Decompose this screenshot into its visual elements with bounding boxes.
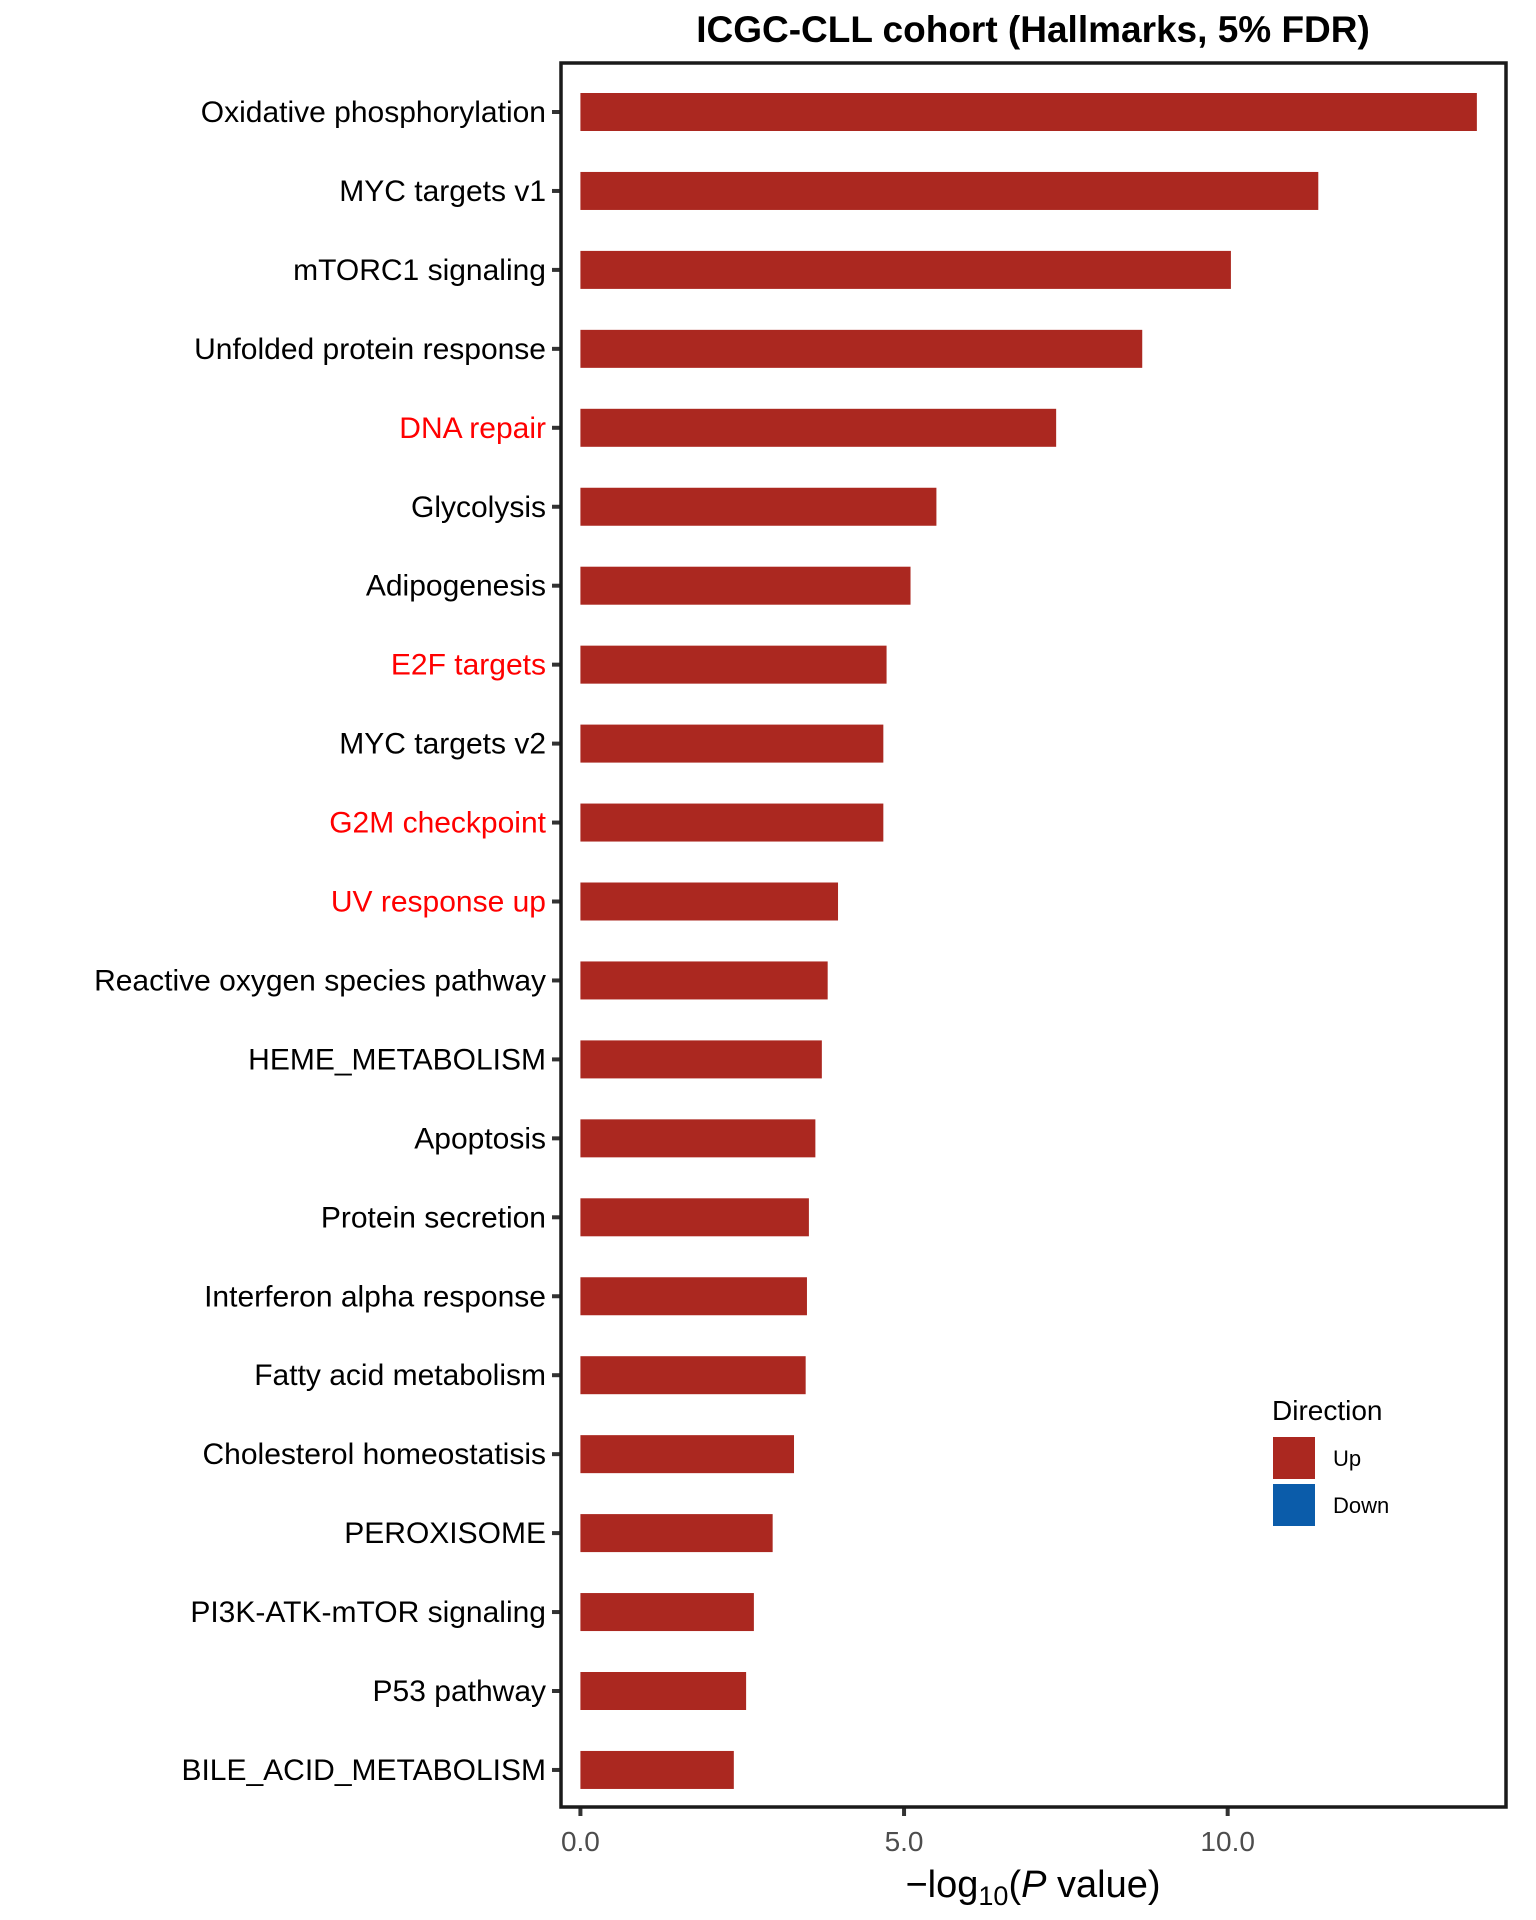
bar-pi3k-atk-mtor-signaling xyxy=(580,1593,754,1632)
category-label: Fatty acid metabolism xyxy=(254,1359,546,1392)
x-tick-label: 5.0 xyxy=(885,1826,924,1857)
bar-myc-targets-v2 xyxy=(580,724,884,763)
category-label: UV response up xyxy=(331,886,546,919)
category-label: mTORC1 signaling xyxy=(293,254,546,287)
x-tick-label: 10.0 xyxy=(1200,1826,1255,1857)
bar-myc-targets-v1 xyxy=(580,171,1319,210)
bar-interferon-alpha-response xyxy=(580,1277,807,1316)
bar-cholesterol-homeostatisis xyxy=(580,1435,795,1474)
x-axis-title-italic: P xyxy=(1021,1864,1047,1906)
x-axis-title-open: ( xyxy=(1008,1864,1021,1906)
category-label: MYC targets v2 xyxy=(339,728,546,761)
x-axis-title-rest: value) xyxy=(1046,1864,1160,1906)
x-axis-title-subscript: 10 xyxy=(978,1881,1008,1911)
category-label: Apoptosis xyxy=(414,1122,546,1155)
category-label: MYC targets v1 xyxy=(339,175,546,208)
x-axis: 0.0 5.0 10.0 xyxy=(561,1807,1255,1857)
x-axis-title: −log10(P value) xyxy=(905,1864,1160,1911)
x-axis-title-prefix: − xyxy=(905,1864,927,1906)
category-label: P53 pathway xyxy=(373,1675,546,1708)
bar-oxidative-phosphorylation xyxy=(580,93,1477,131)
category-label: DNA repair xyxy=(399,412,546,445)
legend-label-up: Up xyxy=(1333,1446,1361,1471)
bar-adipogenesis xyxy=(580,566,911,605)
category-label: E2F targets xyxy=(391,649,546,682)
bar-bile-acid-metabolism xyxy=(580,1750,734,1789)
category-labels: Oxidative phosphorylation MYC targets v1 m… xyxy=(94,96,561,1787)
category-label: Protein secretion xyxy=(321,1201,546,1234)
bars-layer xyxy=(580,93,1477,1789)
category-label: Interferon alpha response xyxy=(204,1280,546,1313)
bar-uv-response-up xyxy=(580,882,839,921)
category-label: Glycolysis xyxy=(411,491,546,524)
bar-heme-metabolism xyxy=(580,1040,822,1079)
category-label: Oxidative phosphorylation xyxy=(201,96,546,129)
bar-mtorc1-signaling xyxy=(580,250,1231,289)
legend-title: Direction xyxy=(1272,1395,1382,1426)
legend: Direction Up Down xyxy=(1272,1395,1389,1526)
x-axis-title-log: log xyxy=(928,1864,979,1906)
legend-label-down: Down xyxy=(1333,1493,1389,1518)
bar-fatty-acid-metabolism xyxy=(580,1356,806,1395)
bar-glycolysis xyxy=(580,487,937,526)
bar-e2f-targets xyxy=(580,645,887,684)
bar-peroxisome xyxy=(580,1514,773,1553)
bar-p53-pathway xyxy=(580,1672,747,1710)
category-label: BILE_ACID_METABOLISM xyxy=(181,1754,546,1787)
panel-border xyxy=(559,61,1508,1809)
bar-reactive-oxygen-species-pathway xyxy=(580,961,828,1000)
bar-unfolded-protein-response xyxy=(580,329,1143,368)
bar-g2m-checkpoint xyxy=(580,803,884,842)
bar-apoptosis xyxy=(580,1119,816,1158)
category-label: Unfolded protein response xyxy=(194,333,546,366)
category-label: G2M checkpoint xyxy=(329,807,546,840)
category-label: PEROXISOME xyxy=(344,1517,546,1550)
legend-swatch-up xyxy=(1273,1437,1315,1479)
category-label: Cholesterol homeostatisis xyxy=(203,1438,547,1471)
bar-dna-repair xyxy=(580,408,1057,447)
legend-swatch-down xyxy=(1273,1484,1315,1526)
category-label: Adipogenesis xyxy=(366,570,546,603)
category-label: Reactive oxygen species pathway xyxy=(94,964,546,997)
x-tick-label: 0.0 xyxy=(561,1826,600,1857)
chart-title: ICGC-CLL cohort (Hallmarks, 5% FDR) xyxy=(696,9,1370,50)
category-label: HEME_METABOLISM xyxy=(248,1043,546,1076)
category-label: PI3K-ATK-mTOR signaling xyxy=(190,1596,546,1629)
bar-protein-secretion xyxy=(580,1198,809,1237)
